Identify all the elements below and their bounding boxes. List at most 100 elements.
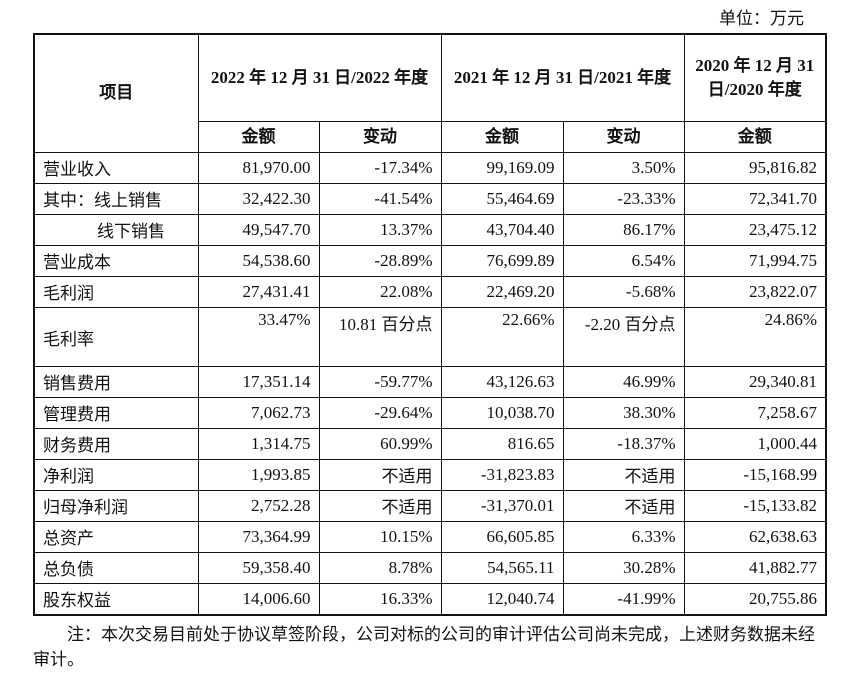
amount-2022: 59,358.40 bbox=[197, 551, 320, 584]
amount-2021: 43,704.40 bbox=[440, 213, 564, 246]
row-label: 总资产 bbox=[33, 520, 199, 553]
amount-2022: 17,351.14 bbox=[197, 365, 320, 398]
amount-2020: 41,882.77 bbox=[683, 551, 827, 584]
amount-2021: 66,605.85 bbox=[440, 520, 564, 553]
header-item: 项目 bbox=[33, 33, 199, 153]
amount-2021: -31,370.01 bbox=[440, 489, 564, 522]
amount-2020: 72,341.70 bbox=[683, 182, 827, 215]
amount-2021: 22.66% bbox=[440, 306, 564, 367]
amount-2022: 33.47% bbox=[197, 306, 320, 367]
change-2022: 60.99% bbox=[318, 427, 442, 460]
change-2021: 不适用 bbox=[562, 489, 685, 522]
table-row: 营业成本 54,538.60 -28.89% 76,699.89 6.54% 71,994… bbox=[33, 244, 827, 277]
header-amount: 金额 bbox=[683, 120, 827, 153]
table-row: 净利润 1,993.85 不适用 -31,823.83 不适用 -15,168.99 bbox=[33, 458, 827, 491]
header-2020: 2020 年 12 月 31 日/2020 年度 bbox=[683, 33, 827, 122]
amount-2021: -31,823.83 bbox=[440, 458, 564, 491]
row-label: 毛利率 bbox=[33, 306, 199, 367]
change-2021: 46.99% bbox=[562, 365, 685, 398]
table-row: 线下销售 49,547.70 13.37% 43,704.40 86.17% 23,475… bbox=[33, 213, 827, 246]
amount-2022: 7,062.73 bbox=[197, 396, 320, 429]
change-2021: -5.68% bbox=[562, 275, 685, 308]
change-2021: 38.30% bbox=[562, 396, 685, 429]
amount-2021: 816.65 bbox=[440, 427, 564, 460]
amount-2021: 99,169.09 bbox=[440, 151, 564, 184]
change-2021: -2.20 百分点 bbox=[562, 306, 685, 367]
row-label: 销售费用 bbox=[33, 365, 199, 398]
amount-2021: 10,038.70 bbox=[440, 396, 564, 429]
change-2021: -41.99% bbox=[562, 582, 685, 615]
row-label: 线下销售 bbox=[33, 213, 199, 246]
row-label: 股东权益 bbox=[33, 582, 199, 615]
amount-2022: 81,970.00 bbox=[197, 151, 320, 184]
amount-2022: 32,422.30 bbox=[197, 182, 320, 215]
change-2022: 10.81 百分点 bbox=[318, 306, 442, 367]
table-row: 销售费用 17,351.14 -59.77% 43,126.63 46.99% 29,34… bbox=[33, 365, 827, 398]
amount-2021: 43,126.63 bbox=[440, 365, 564, 398]
change-2021: 不适用 bbox=[562, 458, 685, 491]
change-2022: 16.33% bbox=[318, 582, 442, 615]
table-row: 总负债 59,358.40 8.78% 54,565.11 30.28% 41,882.7… bbox=[33, 551, 827, 584]
change-2021: 3.50% bbox=[562, 151, 685, 184]
row-label: 归母净利润 bbox=[33, 489, 199, 522]
table-row: 管理费用 7,062.73 -29.64% 10,038.70 38.30% 7,258.… bbox=[33, 396, 827, 429]
header-change: 变动 bbox=[318, 120, 442, 153]
row-label: 营业成本 bbox=[33, 244, 199, 277]
amount-2020: 24.86% bbox=[683, 306, 827, 367]
amount-2020: -15,168.99 bbox=[683, 458, 827, 491]
change-2022: 22.08% bbox=[318, 275, 442, 308]
amount-2021: 54,565.11 bbox=[440, 551, 564, 584]
amount-2020: 23,822.07 bbox=[683, 275, 827, 308]
amount-2021: 76,699.89 bbox=[440, 244, 564, 277]
change-2022: -59.77% bbox=[318, 365, 442, 398]
change-2022: -28.89% bbox=[318, 244, 442, 277]
change-2022: 10.15% bbox=[318, 520, 442, 553]
amount-2020: 71,994.75 bbox=[683, 244, 827, 277]
unit-label: 单位：万元 bbox=[719, 9, 804, 28]
amount-2022: 1,314.75 bbox=[197, 427, 320, 460]
amount-2021: 22,469.20 bbox=[440, 275, 564, 308]
header-2021: 2021 年 12 月 31 日/2021 年度 bbox=[440, 33, 685, 122]
table-row: 财务费用 1,314.75 60.99% 816.65 -18.37% 1,000.44 bbox=[33, 427, 827, 460]
amount-2020: -15,133.82 bbox=[683, 489, 827, 522]
amount-2022: 49,547.70 bbox=[197, 213, 320, 246]
amount-2020: 29,340.81 bbox=[683, 365, 827, 398]
amount-2020: 7,258.67 bbox=[683, 396, 827, 429]
table-row: 股东权益 14,006.60 16.33% 12,040.74 -41.99% 20,75… bbox=[33, 582, 827, 615]
change-2021: 30.28% bbox=[562, 551, 685, 584]
table-row: 其中：线上销售 32,422.30 -41.54% 55,464.69 -23.33% 7… bbox=[33, 182, 827, 215]
table-row: 归母净利润 2,752.28 不适用 -31,370.01 不适用 -15,133.82 bbox=[33, 489, 827, 522]
row-label: 财务费用 bbox=[33, 427, 199, 460]
change-2022: 不适用 bbox=[318, 489, 442, 522]
row-label: 其中：线上销售 bbox=[33, 182, 199, 215]
change-2021: -18.37% bbox=[562, 427, 685, 460]
row-label: 净利润 bbox=[33, 458, 199, 491]
header-amount: 金额 bbox=[197, 120, 320, 153]
change-2021: 86.17% bbox=[562, 213, 685, 246]
row-label: 毛利润 bbox=[33, 275, 199, 308]
amount-2020: 1,000.44 bbox=[683, 427, 827, 460]
financial-table: 项目 2022 年 12 月 31 日/2022 年度 2021 年 12 月 … bbox=[33, 33, 827, 616]
table-row: 营业收入 81,970.00 -17.34% 99,169.09 3.50% 95,816… bbox=[33, 151, 827, 184]
table-row: 毛利率 33.47% 10.81 百分点 22.66% -2.20 百分点 24.86% bbox=[33, 306, 827, 367]
footnote: 注：本次交易目前处于协议草签阶段，公司对标的公司的审计评估公司尚未完成，上述财务… bbox=[33, 625, 815, 669]
amount-2021: 55,464.69 bbox=[440, 182, 564, 215]
amount-2020: 23,475.12 bbox=[683, 213, 827, 246]
amount-2020: 95,816.82 bbox=[683, 151, 827, 184]
row-label: 管理费用 bbox=[33, 396, 199, 429]
change-2022: -41.54% bbox=[318, 182, 442, 215]
row-label: 营业收入 bbox=[33, 151, 199, 184]
change-2021: 6.54% bbox=[562, 244, 685, 277]
amount-2022: 14,006.60 bbox=[197, 582, 320, 615]
header-change: 变动 bbox=[562, 120, 685, 153]
amount-2022: 27,431.41 bbox=[197, 275, 320, 308]
amount-2022: 2,752.28 bbox=[197, 489, 320, 522]
amount-2022: 54,538.60 bbox=[197, 244, 320, 277]
change-2022: 不适用 bbox=[318, 458, 442, 491]
change-2022: -17.34% bbox=[318, 151, 442, 184]
change-2022: 8.78% bbox=[318, 551, 442, 584]
table-row: 总资产 73,364.99 10.15% 66,605.85 6.33% 62,638.6… bbox=[33, 520, 827, 553]
header-2022: 2022 年 12 月 31 日/2022 年度 bbox=[197, 33, 442, 122]
amount-2022: 1,993.85 bbox=[197, 458, 320, 491]
change-2022: 13.37% bbox=[318, 213, 442, 246]
